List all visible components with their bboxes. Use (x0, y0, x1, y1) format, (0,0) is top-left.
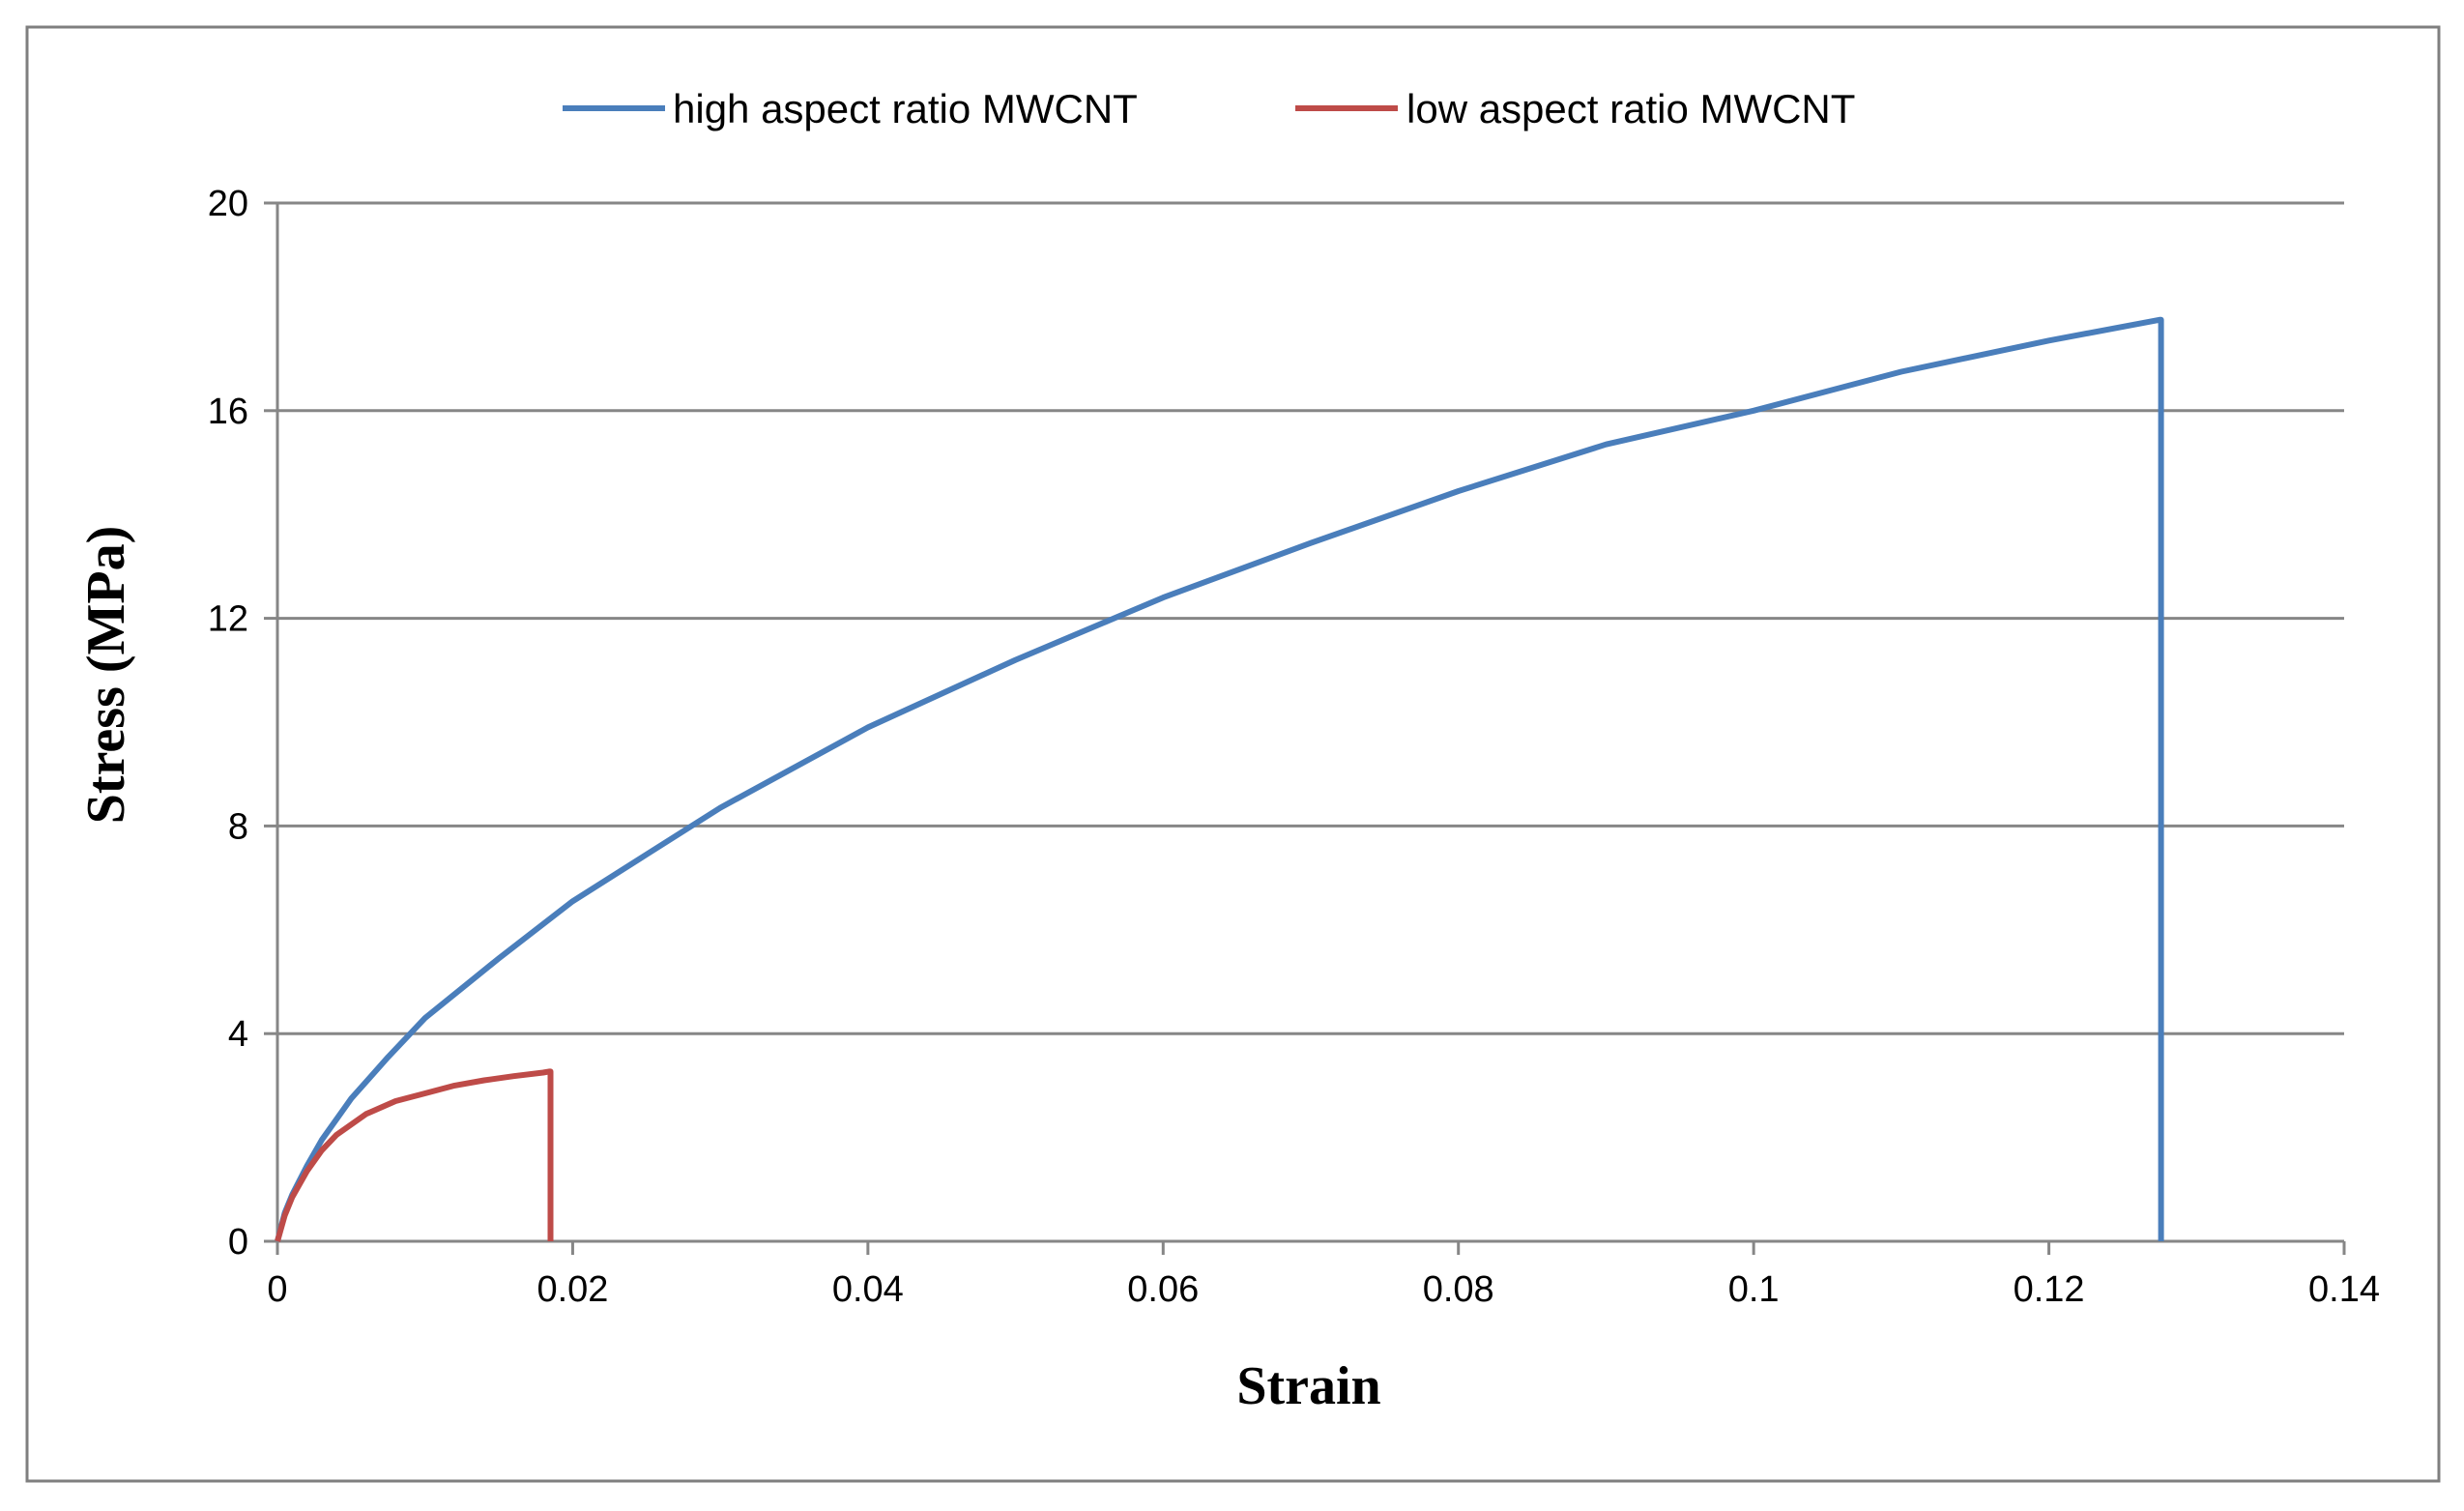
x-tick-label-2: 0.04 (832, 1269, 904, 1310)
x-tick-label-6: 0.12 (2014, 1269, 2085, 1310)
x-tick-label-1: 0.02 (536, 1269, 608, 1310)
y-tick-label-1: 4 (228, 1014, 248, 1055)
y-tick-label-0: 0 (228, 1222, 248, 1263)
x-tick-label-7: 0.14 (2308, 1269, 2380, 1310)
x-axis-title: Strain (1236, 1356, 1380, 1416)
axes (264, 201, 2346, 1255)
x-tick-label-5: 0.1 (1728, 1269, 1780, 1310)
y-tick-label-4: 16 (208, 392, 248, 432)
y-tick-label-2: 8 (228, 806, 248, 847)
tick-labels: 0 4 8 12 16 20 0 0.02 0.04 0.06 0.08 0.1 0.12 0.14 (208, 184, 2380, 1310)
y-axis-title: Stress (MPa) (76, 526, 136, 824)
y-tick-label-3: 12 (208, 599, 248, 640)
series-line-0 (275, 316, 2164, 1242)
legend-label-low: low aspect ratio MWCNT (1406, 86, 1855, 131)
series-lines (275, 316, 2164, 1242)
y-tick-label-5: 20 (208, 184, 248, 224)
series-line-1 (275, 1068, 554, 1242)
x-tick-label-4: 0.08 (1423, 1269, 1494, 1310)
x-tick-label-0: 0 (267, 1269, 287, 1310)
x-tick-label-3: 0.06 (1127, 1269, 1199, 1310)
legend-label-high: high aspect ratio MWCNT (673, 86, 1138, 131)
chart-border (25, 25, 2441, 1483)
gridlines (277, 201, 2344, 1035)
legend: high aspect ratio MWCNT low aspect ratio… (563, 86, 1855, 131)
